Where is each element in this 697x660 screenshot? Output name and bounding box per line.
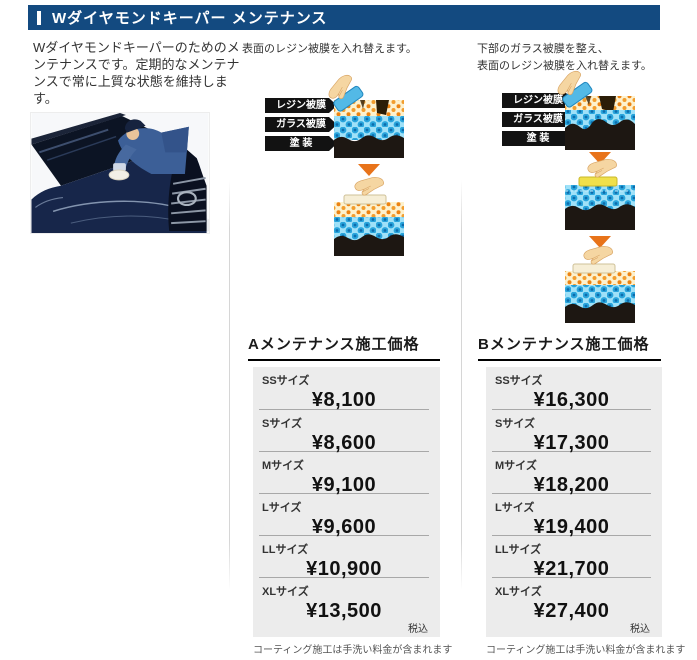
price-row: SSサイズ ¥8,100 <box>259 367 429 411</box>
size-label: LLサイズ <box>262 544 309 556</box>
column-divider <box>461 180 462 590</box>
price-value: ¥8,600 <box>311 432 377 454</box>
plan-b-description-line2: 表面のレジン被膜を入れ替えます。 <box>477 60 652 72</box>
hand-sponge-icon <box>553 68 593 108</box>
resin-layer-label: レジン被膜 <box>265 98 337 113</box>
price-value: ¥18,200 <box>533 474 610 496</box>
coating-layers-diagram-b: レジン被膜 ガラス被膜 塗 装 <box>477 66 677 326</box>
price-row: Lサイズ ¥9,600 <box>259 493 429 538</box>
hand-sponge-icon <box>572 245 616 274</box>
price-value: ¥21,700 <box>533 558 610 580</box>
plan-a-heading: Aメンテナンス施工価格 <box>248 333 440 361</box>
price-value: ¥27,400 <box>533 600 610 622</box>
size-label: Lサイズ <box>262 502 302 514</box>
price-value: ¥9,600 <box>311 516 377 538</box>
price-row: SSサイズ ¥16,300 <box>492 367 651 411</box>
price-value: ¥13,500 <box>306 600 382 622</box>
price-value: ¥17,300 <box>533 432 610 454</box>
price-value: ¥9,100 <box>311 474 377 496</box>
price-row: Sサイズ ¥17,300 <box>492 409 651 454</box>
size-label: XLサイズ <box>495 586 542 598</box>
price-value: ¥19,400 <box>533 516 610 538</box>
coating-layers-diagram-a: レジン被膜 ガラス被膜 塗 装 <box>242 72 442 262</box>
hand-sponge-icon <box>324 72 364 112</box>
size-label: Mサイズ <box>495 460 537 472</box>
price-table-b: SSサイズ ¥16,300 Sサイズ ¥17,300 Mサイズ ¥18,200 … <box>486 367 662 637</box>
glass-layer-label: ガラス被膜 <box>265 117 337 132</box>
intro-sentence-1: Wダイヤモンドキーパーのためのメンテナンスです。 <box>33 40 240 73</box>
plan-b-heading: Bメンテナンス施工価格 <box>478 333 661 361</box>
size-label: Mサイズ <box>262 460 304 472</box>
intro-sentence-2: 定期的なメンテナンスで常に上質な状態を維持します。 <box>33 57 240 107</box>
tax-note: 税込 <box>408 624 428 635</box>
down-arrow-icon <box>589 236 611 248</box>
size-label: Sサイズ <box>495 418 536 430</box>
price-row: Lサイズ ¥19,400 <box>492 493 651 538</box>
price-row: Mサイズ ¥9,100 <box>259 451 429 496</box>
down-arrow-icon <box>358 164 380 176</box>
renewed-coating-illustration <box>334 176 404 256</box>
price-row: LLサイズ ¥21,700 <box>492 535 651 580</box>
price-table-a: SSサイズ ¥8,100 Sサイズ ¥8,600 Mサイズ ¥9,100 Lサイ… <box>253 367 440 637</box>
renewed-coating-illustration <box>565 245 635 323</box>
size-label: Sサイズ <box>262 418 303 430</box>
size-label: LLサイズ <box>495 544 542 556</box>
plan-b-footnote: コーティング施工は手洗い料金が含まれます <box>486 645 686 656</box>
tax-note: 税込 <box>630 624 650 635</box>
size-label: Lサイズ <box>495 502 535 514</box>
hand-sponge-icon <box>343 176 387 205</box>
hand-sponge-icon <box>578 158 618 187</box>
price-value: ¥8,100 <box>311 389 377 411</box>
page-header: Wダイヤモンドキーパー メンテナンス <box>28 5 660 30</box>
price-row: Sサイズ ¥8,600 <box>259 409 429 454</box>
plan-b-description-line1: 下部のガラス被膜を整え、 <box>477 43 609 55</box>
paint-layer-label: 塗 装 <box>265 136 337 151</box>
price-value: ¥10,900 <box>306 558 382 580</box>
price-row: Mサイズ ¥18,200 <box>492 451 651 496</box>
plan-b-description: 下部のガラス被膜を整え、 表面のレジン被膜を入れ替えます。 <box>477 41 652 75</box>
price-row: XLサイズ ¥13,500 <box>259 577 429 622</box>
glass-layer-label: ガラス被膜 <box>502 112 574 127</box>
price-row: LLサイズ ¥10,900 <box>259 535 429 580</box>
size-label: SSサイズ <box>495 375 543 387</box>
price-value: ¥16,300 <box>533 389 610 411</box>
intro-text: Wダイヤモンドキーパーのためのメンテナンスです。定期的なメンテナンスで常に上質な… <box>33 39 242 108</box>
polished-glass-illustration <box>565 158 635 230</box>
worn-coating-illustration <box>324 72 404 158</box>
car-polishing-photo <box>30 112 210 234</box>
column-divider <box>229 180 230 590</box>
price-row: XLサイズ ¥27,400 <box>492 577 651 622</box>
page-title: Wダイヤモンドキーパー メンテナンス <box>52 10 328 27</box>
plan-a-description: 表面のレジン被膜を入れ替えます。 <box>242 43 417 55</box>
resin-layer-label: レジン被膜 <box>502 93 574 108</box>
size-label: XLサイズ <box>262 586 309 598</box>
worn-coating-illustration <box>553 68 635 150</box>
header-accent-bar <box>37 10 41 25</box>
plan-a-footnote: コーティング施工は手洗い料金が含まれます <box>253 645 453 656</box>
size-label: SSサイズ <box>262 375 310 387</box>
paint-layer-label: 塗 装 <box>502 131 574 146</box>
